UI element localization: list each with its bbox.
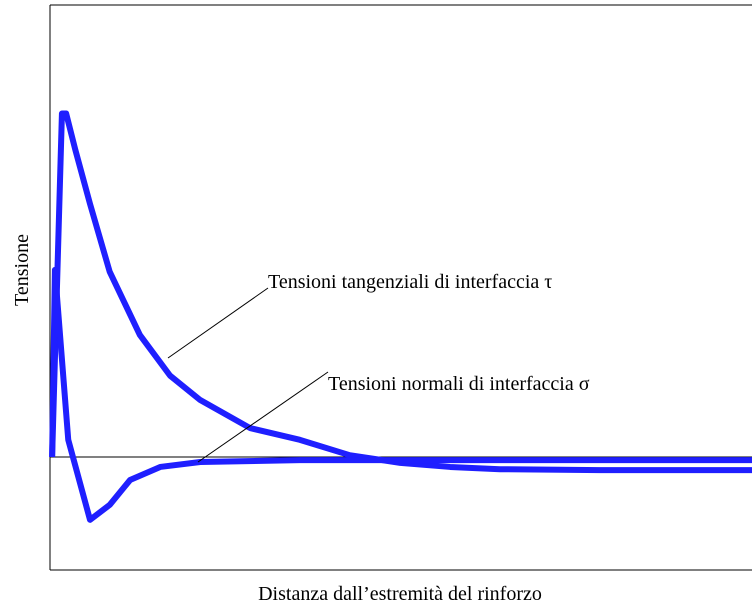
leader-line [197, 371, 329, 463]
x-axis-label: Distanza dall’estremità del rinforzo [258, 583, 542, 605]
data-line [49, 110, 752, 474]
annotation: Tensioni tangenziali di interfaccia τ [268, 271, 552, 293]
annotation: Tensioni normali di interfaccia σ [328, 373, 590, 395]
y-axis-label: Tensione [11, 234, 33, 306]
leader-line [167, 287, 269, 359]
data-line [49, 266, 752, 523]
